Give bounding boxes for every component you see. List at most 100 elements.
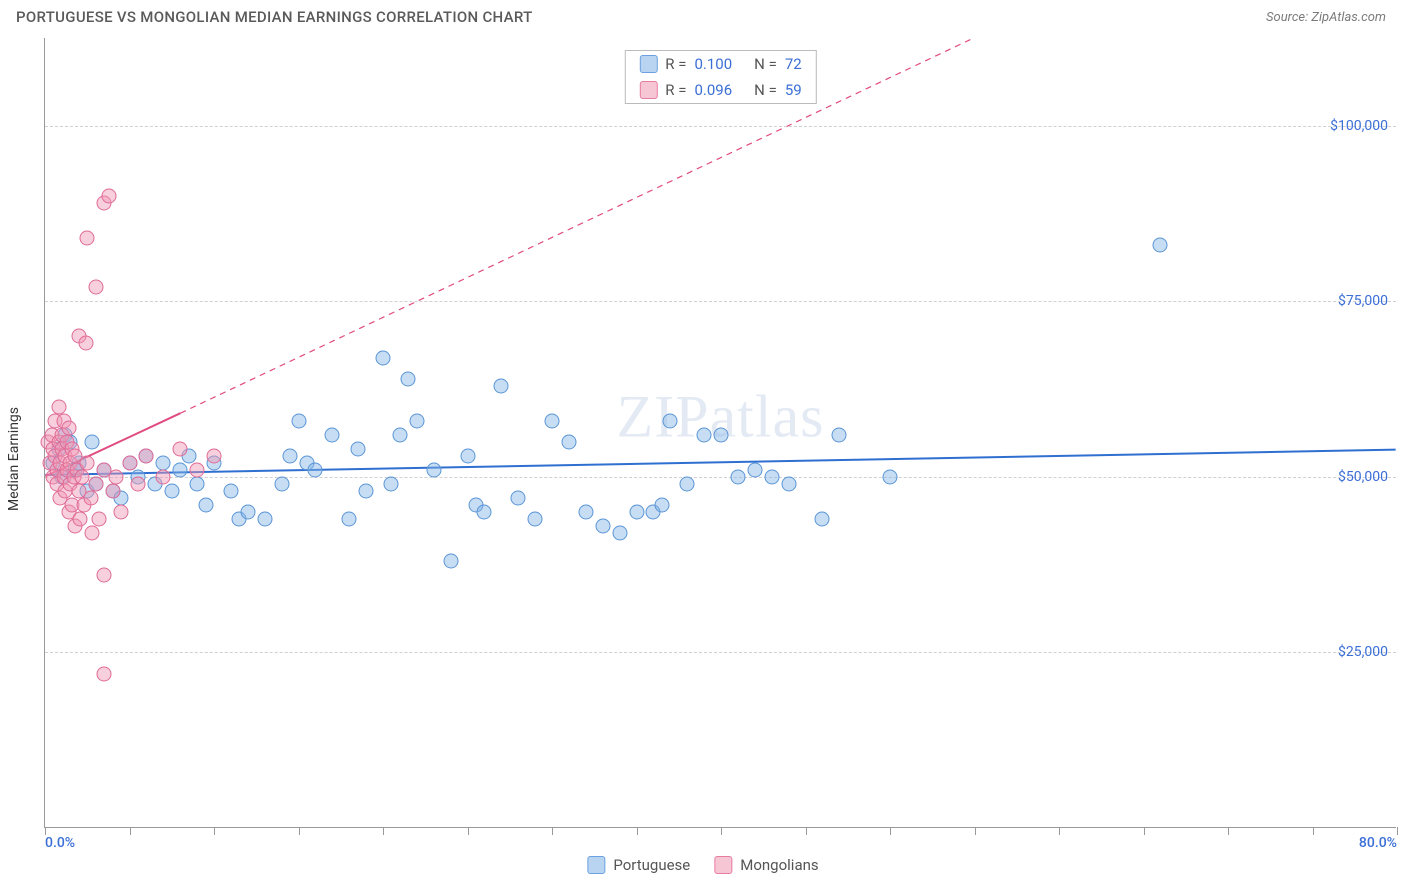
data-point: [130, 476, 145, 491]
y-tick-label: $100,000: [1330, 118, 1388, 134]
chart-header: PORTUGUESE VS MONGOLIAN MEDIAN EARNINGS …: [0, 0, 1406, 30]
data-point: [85, 526, 100, 541]
data-point: [80, 455, 95, 470]
data-point: [88, 476, 103, 491]
data-point: [511, 490, 526, 505]
data-point: [764, 469, 779, 484]
n-label: N =: [754, 81, 777, 99]
data-point: [714, 427, 729, 442]
data-point: [680, 476, 695, 491]
data-point: [663, 413, 678, 428]
data-point: [190, 462, 205, 477]
data-point: [173, 462, 188, 477]
data-point: [122, 455, 137, 470]
legend-series: Portuguese Mongolians: [587, 856, 818, 874]
y-axis-title: Median Earnings: [6, 407, 22, 511]
x-tick: [383, 827, 384, 835]
data-point: [409, 413, 424, 428]
data-point: [97, 568, 112, 583]
data-point: [477, 505, 492, 520]
data-point: [85, 434, 100, 449]
data-point: [426, 462, 441, 477]
r-label: R =: [665, 55, 686, 73]
data-point: [747, 462, 762, 477]
data-point: [781, 476, 796, 491]
data-point: [629, 505, 644, 520]
x-tick: [1144, 827, 1145, 835]
legend-series-label: Mongolians: [740, 856, 818, 874]
data-point: [545, 413, 560, 428]
data-point: [832, 427, 847, 442]
plot-area: ZIPatlas R =0.100N =72R =0.096N =59 $25,…: [44, 38, 1396, 828]
legend-swatch: [714, 856, 732, 874]
data-point: [80, 231, 95, 246]
gridline: [45, 477, 1396, 478]
data-point: [240, 505, 255, 520]
legend-series-label: Portuguese: [613, 856, 690, 874]
data-point: [105, 483, 120, 498]
x-tick: [637, 827, 638, 835]
data-point: [376, 350, 391, 365]
legend-series-item: Mongolians: [714, 856, 818, 874]
x-tick: [890, 827, 891, 835]
chart-container: Median Earnings ZIPatlas R =0.100N =72R …: [0, 30, 1406, 888]
data-point: [139, 448, 154, 463]
y-tick-label: $75,000: [1338, 293, 1388, 309]
r-value: 0.096: [694, 81, 732, 99]
data-point: [190, 476, 205, 491]
x-tick: [468, 827, 469, 835]
x-tick: [45, 827, 46, 835]
y-tick-label: $25,000: [1338, 644, 1388, 660]
data-point: [156, 455, 171, 470]
legend-series-item: Portuguese: [587, 856, 690, 874]
data-point: [359, 483, 374, 498]
x-tick: [806, 827, 807, 835]
x-tick: [1059, 827, 1060, 835]
x-tick: [1397, 827, 1398, 835]
data-point: [654, 497, 669, 512]
data-point: [223, 483, 238, 498]
data-point: [283, 448, 298, 463]
data-point: [697, 427, 712, 442]
data-point: [156, 469, 171, 484]
gridline: [45, 301, 1396, 302]
legend-swatch: [639, 55, 657, 73]
data-point: [730, 469, 745, 484]
legend-swatch: [639, 81, 657, 99]
n-value: 72: [785, 55, 802, 73]
data-point: [78, 336, 93, 351]
n-label: N =: [754, 55, 777, 73]
data-point: [257, 512, 272, 527]
data-point: [61, 420, 76, 435]
data-point: [578, 505, 593, 520]
data-point: [92, 512, 107, 527]
legend-correlation-row: R = 0.100 N = 72: [625, 51, 815, 77]
legend-correlation: R = 0.100 N = 72 R = 0.096 N = 59: [624, 50, 816, 104]
data-point: [83, 490, 98, 505]
data-point: [73, 512, 88, 527]
data-point: [173, 441, 188, 456]
x-tick: [721, 827, 722, 835]
data-point: [51, 399, 66, 414]
data-point: [350, 441, 365, 456]
data-point: [392, 427, 407, 442]
r-label: R =: [665, 81, 686, 99]
r-value: 0.100: [694, 55, 732, 73]
x-tick: [1313, 827, 1314, 835]
chart-title: PORTUGUESE VS MONGOLIAN MEDIAN EARNINGS …: [16, 8, 533, 26]
data-point: [401, 371, 416, 386]
data-point: [164, 483, 179, 498]
data-point: [102, 189, 117, 204]
data-point: [528, 512, 543, 527]
x-tick-label: 80.0%: [1359, 835, 1397, 851]
data-point: [561, 434, 576, 449]
chart-source: Source: ZipAtlas.com: [1266, 10, 1386, 25]
gridline: [45, 126, 1396, 127]
data-point: [97, 666, 112, 681]
y-tick-label: $50,000: [1338, 469, 1388, 485]
data-point: [443, 554, 458, 569]
data-point: [114, 505, 129, 520]
data-point: [384, 476, 399, 491]
data-point: [595, 519, 610, 534]
n-value: 59: [785, 81, 802, 99]
